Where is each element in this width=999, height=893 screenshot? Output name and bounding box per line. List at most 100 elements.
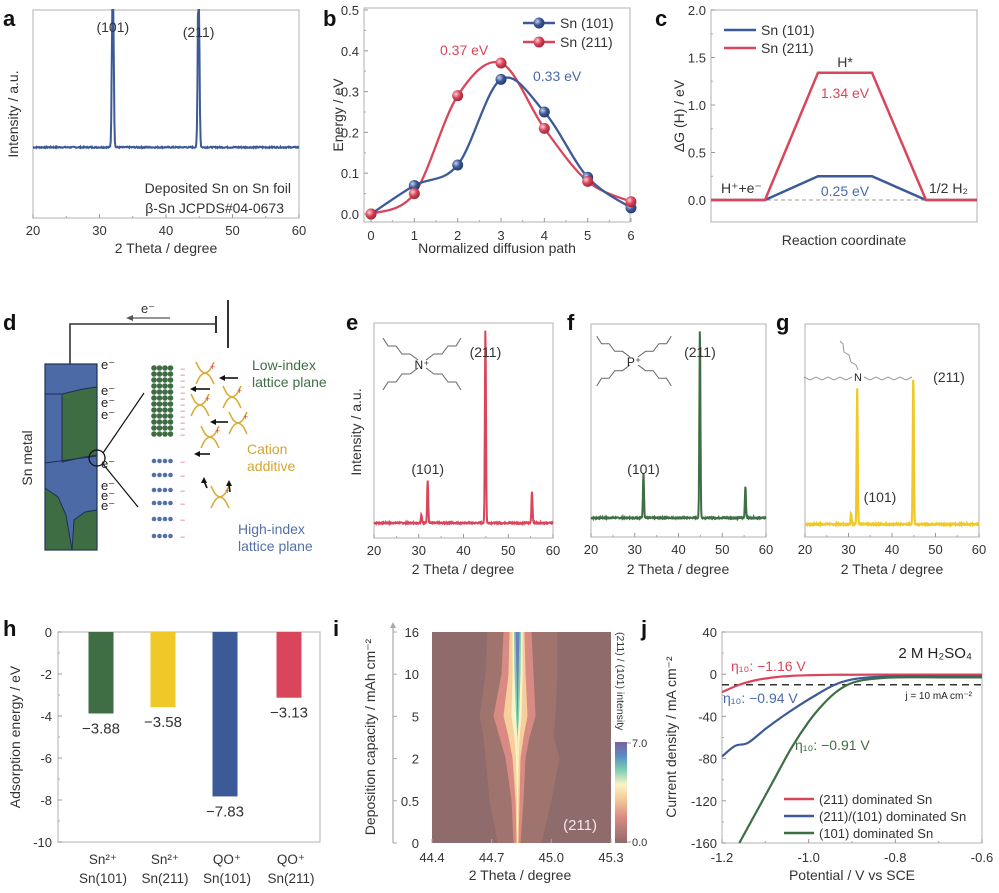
negative-charge: −	[180, 412, 185, 422]
peak-label-211: (211)	[470, 344, 502, 360]
high-index-atom	[162, 458, 168, 464]
low-index-atom	[162, 419, 168, 425]
low-index-atom	[151, 395, 157, 401]
high-index-atom	[168, 516, 173, 522]
x-tick-label: 20	[584, 542, 598, 557]
curve-211	[721, 673, 982, 694]
category-label-top: QO⁺	[277, 852, 305, 867]
series-group	[721, 673, 982, 844]
x-axis-ticks: 20 30 40 50 60	[798, 533, 986, 557]
alkyl-arm	[231, 385, 242, 398]
category-label-top: QO⁺	[213, 852, 241, 867]
arrow-head-icon	[201, 477, 207, 483]
legend-label-211: Sn (211)	[761, 40, 814, 56]
y-tick-label: 0.5	[688, 146, 706, 161]
cation-molecule-icon: +	[210, 485, 230, 509]
y-axis-label: Energy / eV	[330, 78, 346, 152]
energy-path-211	[711, 71, 977, 202]
y-tick-label: 0.5	[341, 3, 359, 18]
low-index-atom	[151, 413, 157, 419]
x-tick-label: 44.4	[419, 850, 444, 865]
x-tick-label: 60	[759, 542, 773, 557]
x-tick-label: -0.6	[971, 850, 993, 865]
low-index-atom	[156, 395, 163, 401]
bar-value-label: −7.83	[206, 803, 244, 820]
legend-marker-211	[533, 36, 545, 48]
axes-ticks: 0.0 0.1 0.2 0.3 0.4 0.5 0 1 2 3 4 5 6	[341, 3, 635, 243]
barrier-label-101: 0.33 eV	[533, 68, 582, 84]
positive-charge: +	[243, 412, 248, 422]
low-index-atom	[156, 377, 163, 383]
data-point	[495, 73, 507, 85]
x-axis-label: 2 Theta / degree	[115, 240, 218, 256]
bar	[88, 632, 114, 714]
high-index-atom	[168, 533, 173, 539]
legend-label-101: Sn (101)	[761, 22, 815, 38]
heatmap-max-contour	[515, 632, 520, 843]
x-tick-label: 40	[885, 542, 899, 557]
peak-label-211: (211)	[933, 369, 965, 385]
low-index-atom	[162, 365, 168, 371]
low-index-atom	[167, 431, 174, 437]
alkyl-arm	[222, 396, 233, 409]
plot-frame	[804, 323, 980, 538]
high-index-atom	[157, 500, 162, 506]
y-axis-label: Deposition capacity / mAh cm⁻²	[362, 638, 378, 835]
y-tick-label: 0	[412, 836, 419, 851]
x-tick-label: 1	[411, 228, 418, 243]
panel-a-xrd-deposited-sn: a 20 30 40 50 60 (101) (211) Deposited Sn on…	[3, 6, 306, 256]
alkyl-arm	[228, 411, 239, 424]
low-index-atom	[156, 425, 163, 431]
cation-molecule-icon: +	[195, 361, 215, 385]
negative-charge: −	[180, 499, 185, 509]
alkyl-arm	[199, 404, 210, 417]
alkyl-arm	[237, 422, 248, 435]
negative-charge: −	[180, 424, 185, 434]
grain-green	[61, 386, 98, 463]
x-tick-label: 30	[628, 542, 642, 557]
state-label-initial: H⁺+e⁻	[721, 180, 762, 196]
central-atom-label: N⁺	[415, 358, 430, 372]
alkyl-arm	[199, 393, 210, 406]
y-tick-label: -120	[691, 794, 717, 809]
y-axis-label: Intensity / a.u.	[5, 70, 21, 157]
x-tick-label: 50	[928, 542, 942, 557]
cation-additive-label: additive	[247, 458, 295, 474]
alkyl-chain	[596, 335, 631, 358]
alkyl-chain	[803, 376, 853, 381]
x-axis-ticks: 20 30 40 50 60	[584, 533, 773, 557]
cation-molecule-icon: +	[228, 411, 248, 435]
low-index-atom	[151, 431, 157, 437]
y-axis-label: Intensity / a.u.	[348, 388, 364, 475]
x-tick-label: -1.0	[797, 850, 819, 865]
cation-molecule-icon: +	[190, 393, 210, 417]
low-index-atom	[167, 365, 174, 371]
energy-label-211: 1.34 eV	[821, 85, 870, 101]
x-axis-label: 2 Theta / degree	[412, 561, 515, 577]
high-index-atom	[151, 533, 157, 539]
x-axis-label: 2 Theta / degree	[841, 561, 944, 577]
data-point	[538, 122, 550, 134]
peak-annotation: (211)	[563, 817, 597, 834]
low-index-atom	[151, 383, 157, 389]
y-axis-label: Adsorption energy / eV	[7, 665, 23, 808]
high-index-atom	[157, 487, 162, 493]
legend-label-101: (101) dominated Sn	[819, 826, 933, 841]
negative-charge: −	[180, 388, 185, 398]
panel-g-xrd-amine: g 20 30 40 50 60 N (211) (101) 2 Theta / deg…	[776, 310, 986, 577]
negative-charge: −	[180, 382, 185, 392]
data-point	[582, 175, 594, 187]
alkyl-arm	[204, 372, 215, 385]
x-axis-label: Potential / V vs SCE	[789, 867, 915, 883]
high-index-atom	[157, 472, 162, 478]
panel-e-xrd-n-cation: e 20 30 40 50 60 N⁺ (211) (101) Intensity / …	[346, 310, 560, 577]
x-tick-label: 20	[367, 543, 381, 558]
negative-charge: −	[180, 406, 185, 416]
energy-label-101: 0.25 eV	[821, 183, 870, 199]
high-index-atom	[151, 458, 157, 464]
y-tick-label: 1.0	[688, 98, 706, 113]
xrd-curve-a	[32, 9, 300, 151]
plot-frame	[590, 323, 767, 538]
low-index-atom	[162, 377, 168, 383]
